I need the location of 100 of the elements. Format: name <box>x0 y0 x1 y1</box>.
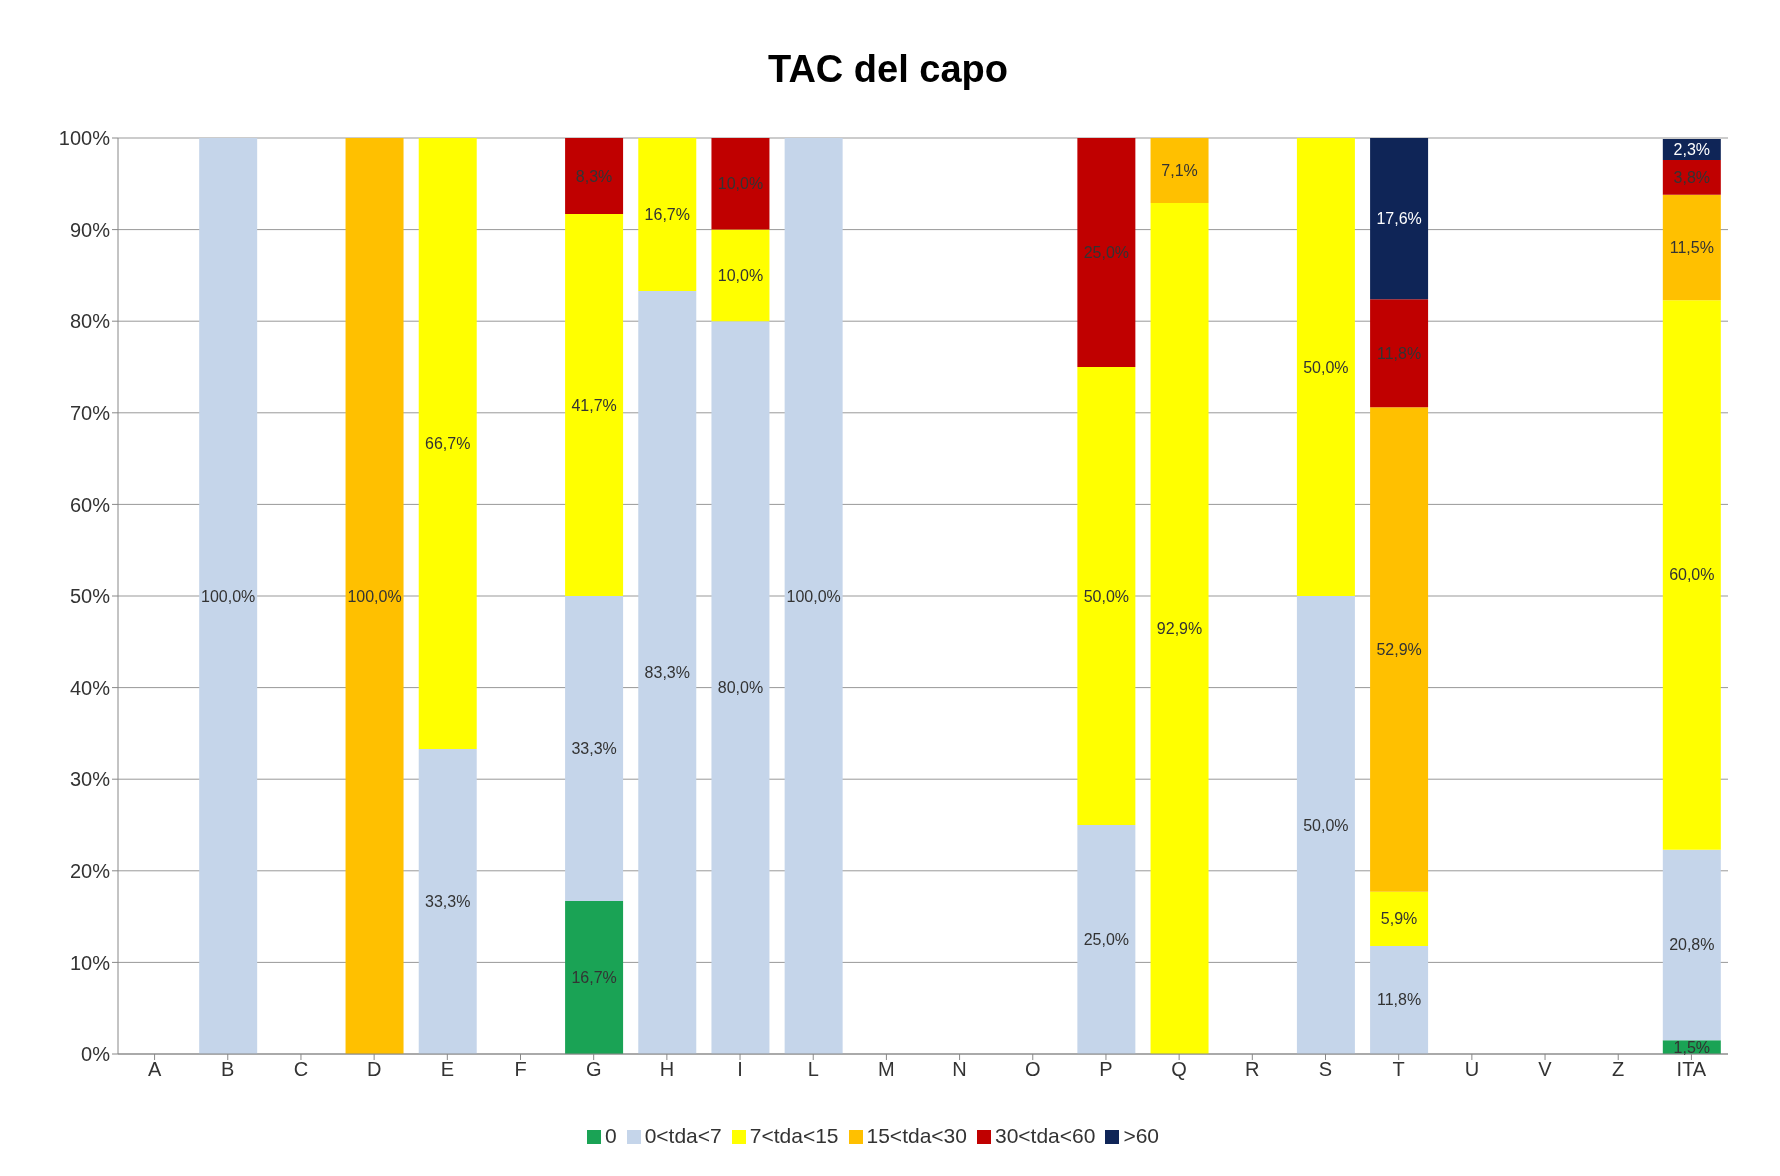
x-tick-label: A <box>147 1058 162 1081</box>
x-tick-label: Z <box>1612 1058 1625 1081</box>
bar <box>784 138 843 1054</box>
bar <box>711 138 770 230</box>
data-label: 7,1% <box>1161 162 1198 180</box>
bar <box>1077 367 1136 825</box>
data-label: 16,7% <box>571 969 617 987</box>
data-label: 25,0% <box>1083 244 1130 261</box>
bar <box>1150 138 1209 204</box>
bar <box>711 321 770 1054</box>
legend-label: 0 <box>604 1124 617 1147</box>
data-label: 60,0% <box>1669 566 1715 584</box>
x-tick-label: E <box>440 1058 454 1081</box>
x-tick-label: T <box>1392 1058 1405 1081</box>
data-label: 41,7% <box>571 396 617 414</box>
data-label: 11,8% <box>1377 991 1422 1009</box>
data-label: 5,9% <box>1380 910 1418 928</box>
data-label: 8,3% <box>575 167 613 185</box>
x-tick-label: C <box>293 1058 309 1081</box>
x-tick-label: Q <box>1171 1058 1187 1081</box>
bar <box>565 901 624 1054</box>
legend-label: 7<tda<15 <box>749 1124 839 1147</box>
x-tick-label: S <box>1318 1058 1333 1081</box>
y-tick-label: 40% <box>69 676 111 699</box>
data-label: 66,7% <box>425 434 471 452</box>
legend-label: >60 <box>1123 1124 1160 1147</box>
data-label: 11,8% <box>1377 344 1422 362</box>
y-tick-label: 80% <box>69 310 111 333</box>
bar <box>1077 138 1136 367</box>
bar <box>1370 138 1429 300</box>
data-label: 16,7% <box>644 205 690 223</box>
data-label: 100,0% <box>201 587 256 605</box>
bar <box>1662 300 1721 850</box>
data-label: 20,8% <box>1669 936 1715 954</box>
data-label: 50,0% <box>1083 587 1130 605</box>
x-tick-label: P <box>1099 1058 1113 1081</box>
y-tick-label: 100% <box>58 127 111 150</box>
x-tick-label: U <box>1464 1058 1480 1081</box>
data-label: 3,8% <box>1673 168 1711 186</box>
legend-label: 0<tda<7 <box>644 1124 722 1147</box>
x-tick-label: G <box>585 1058 602 1081</box>
bar <box>1662 849 1721 1041</box>
x-tick-label: H <box>659 1058 675 1081</box>
x-tick-label: V <box>1538 1058 1553 1081</box>
legend-label: 15<tda<30 <box>866 1124 967 1147</box>
y-tick-label: 20% <box>69 859 111 882</box>
bar <box>418 138 477 749</box>
y-tick-label: 0% <box>81 1043 111 1066</box>
y-tick-label: 30% <box>69 768 111 791</box>
data-label: 50,0% <box>1303 816 1349 834</box>
bar <box>565 138 624 215</box>
x-tick-label: R <box>1245 1058 1260 1081</box>
bar <box>418 748 477 1054</box>
data-label: 11,5% <box>1669 238 1714 256</box>
data-label: 83,3% <box>644 663 690 681</box>
y-tick-label: 10% <box>69 951 111 974</box>
y-tick-label: 70% <box>69 401 111 424</box>
data-label: 25,0% <box>1083 931 1130 948</box>
data-label: 33,3% <box>571 740 617 758</box>
x-tick-label: N <box>952 1058 967 1081</box>
bar <box>638 138 697 291</box>
bar <box>638 290 697 1054</box>
bar <box>1077 825 1136 1054</box>
data-label: 2,3% <box>1673 140 1711 158</box>
data-label: 80,0% <box>717 679 764 697</box>
chart-title: TAC del capo <box>767 47 1009 92</box>
bar <box>1370 891 1429 946</box>
legend-label: 30<tda<60 <box>994 1124 1096 1147</box>
y-tick-label: 50% <box>69 585 111 608</box>
y-tick-label: 90% <box>69 218 111 241</box>
x-tick-label: I <box>737 1058 743 1081</box>
y-tick-label: 60% <box>69 493 111 516</box>
bar <box>1150 203 1209 1054</box>
data-label: 33,3% <box>425 892 471 910</box>
x-tick-label: D <box>366 1058 382 1081</box>
data-label: 100,0% <box>786 587 841 605</box>
bar <box>1370 945 1429 1054</box>
x-tick-label: ITA <box>1676 1058 1707 1081</box>
bar <box>711 229 770 322</box>
bar <box>565 214 624 596</box>
data-label: 50,0% <box>1303 358 1349 376</box>
bar <box>565 596 624 902</box>
data-label: 17,6% <box>1376 210 1422 228</box>
x-tick-label: F <box>514 1058 527 1081</box>
bar <box>1662 194 1721 301</box>
x-tick-label: M <box>878 1058 895 1081</box>
bar <box>1370 299 1429 408</box>
x-tick-label: L <box>807 1058 819 1081</box>
data-label: 92,9% <box>1156 620 1203 638</box>
x-tick-label: B <box>221 1058 235 1081</box>
bar <box>1370 407 1429 892</box>
bar <box>1296 138 1355 596</box>
data-label: 10,0% <box>717 175 764 193</box>
x-tick-label: O <box>1024 1058 1041 1081</box>
data-label: 52,9% <box>1376 641 1422 659</box>
bar <box>345 138 404 1054</box>
bar <box>1296 596 1355 1054</box>
data-label: 1,5% <box>1673 1038 1711 1056</box>
data-label: 100,0% <box>347 587 402 605</box>
bar <box>199 138 258 1054</box>
